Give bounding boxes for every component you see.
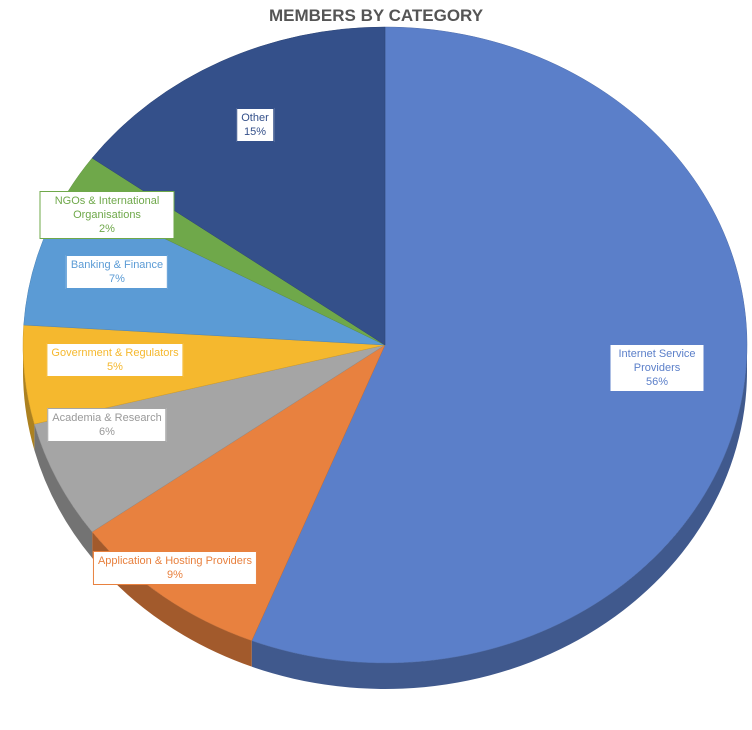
label-name: NGOs & International Organisations [54, 195, 160, 221]
label-value: 6% [99, 426, 115, 438]
data-label: Other 15% [236, 108, 274, 142]
label-name: Internet Service Providers [618, 348, 696, 374]
slice-side [251, 345, 748, 689]
slice-side [23, 345, 35, 451]
data-label: Banking & Finance 7% [65, 255, 169, 289]
slice [91, 26, 386, 346]
data-label: Government & Regulators 5% [46, 343, 184, 377]
label-name: Other [241, 112, 269, 124]
data-label: Internet Service Providers 56% [609, 344, 705, 392]
data-label: NGOs & International Organisations 2% [39, 191, 175, 239]
label-name: Application & Hosting Providers [97, 555, 253, 567]
label-value: 5% [107, 361, 123, 373]
data-label: Application & Hosting Providers 9% [92, 551, 258, 585]
label-value: 2% [99, 223, 115, 235]
label-name: Government & Regulators [51, 347, 179, 359]
slice [34, 344, 386, 533]
slice-side [92, 531, 252, 667]
label-value: 15% [243, 126, 267, 138]
slice [251, 26, 748, 664]
label-name: Banking & Finance [70, 259, 164, 271]
label-value: 56% [645, 376, 669, 388]
label-name: Academia & Research [52, 412, 162, 424]
data-label: Academia & Research 6% [47, 408, 167, 442]
label-value: 7% [109, 273, 125, 285]
label-value: 9% [167, 569, 183, 581]
chart-title: MEMBERS BY CATEGORY [268, 6, 484, 25]
